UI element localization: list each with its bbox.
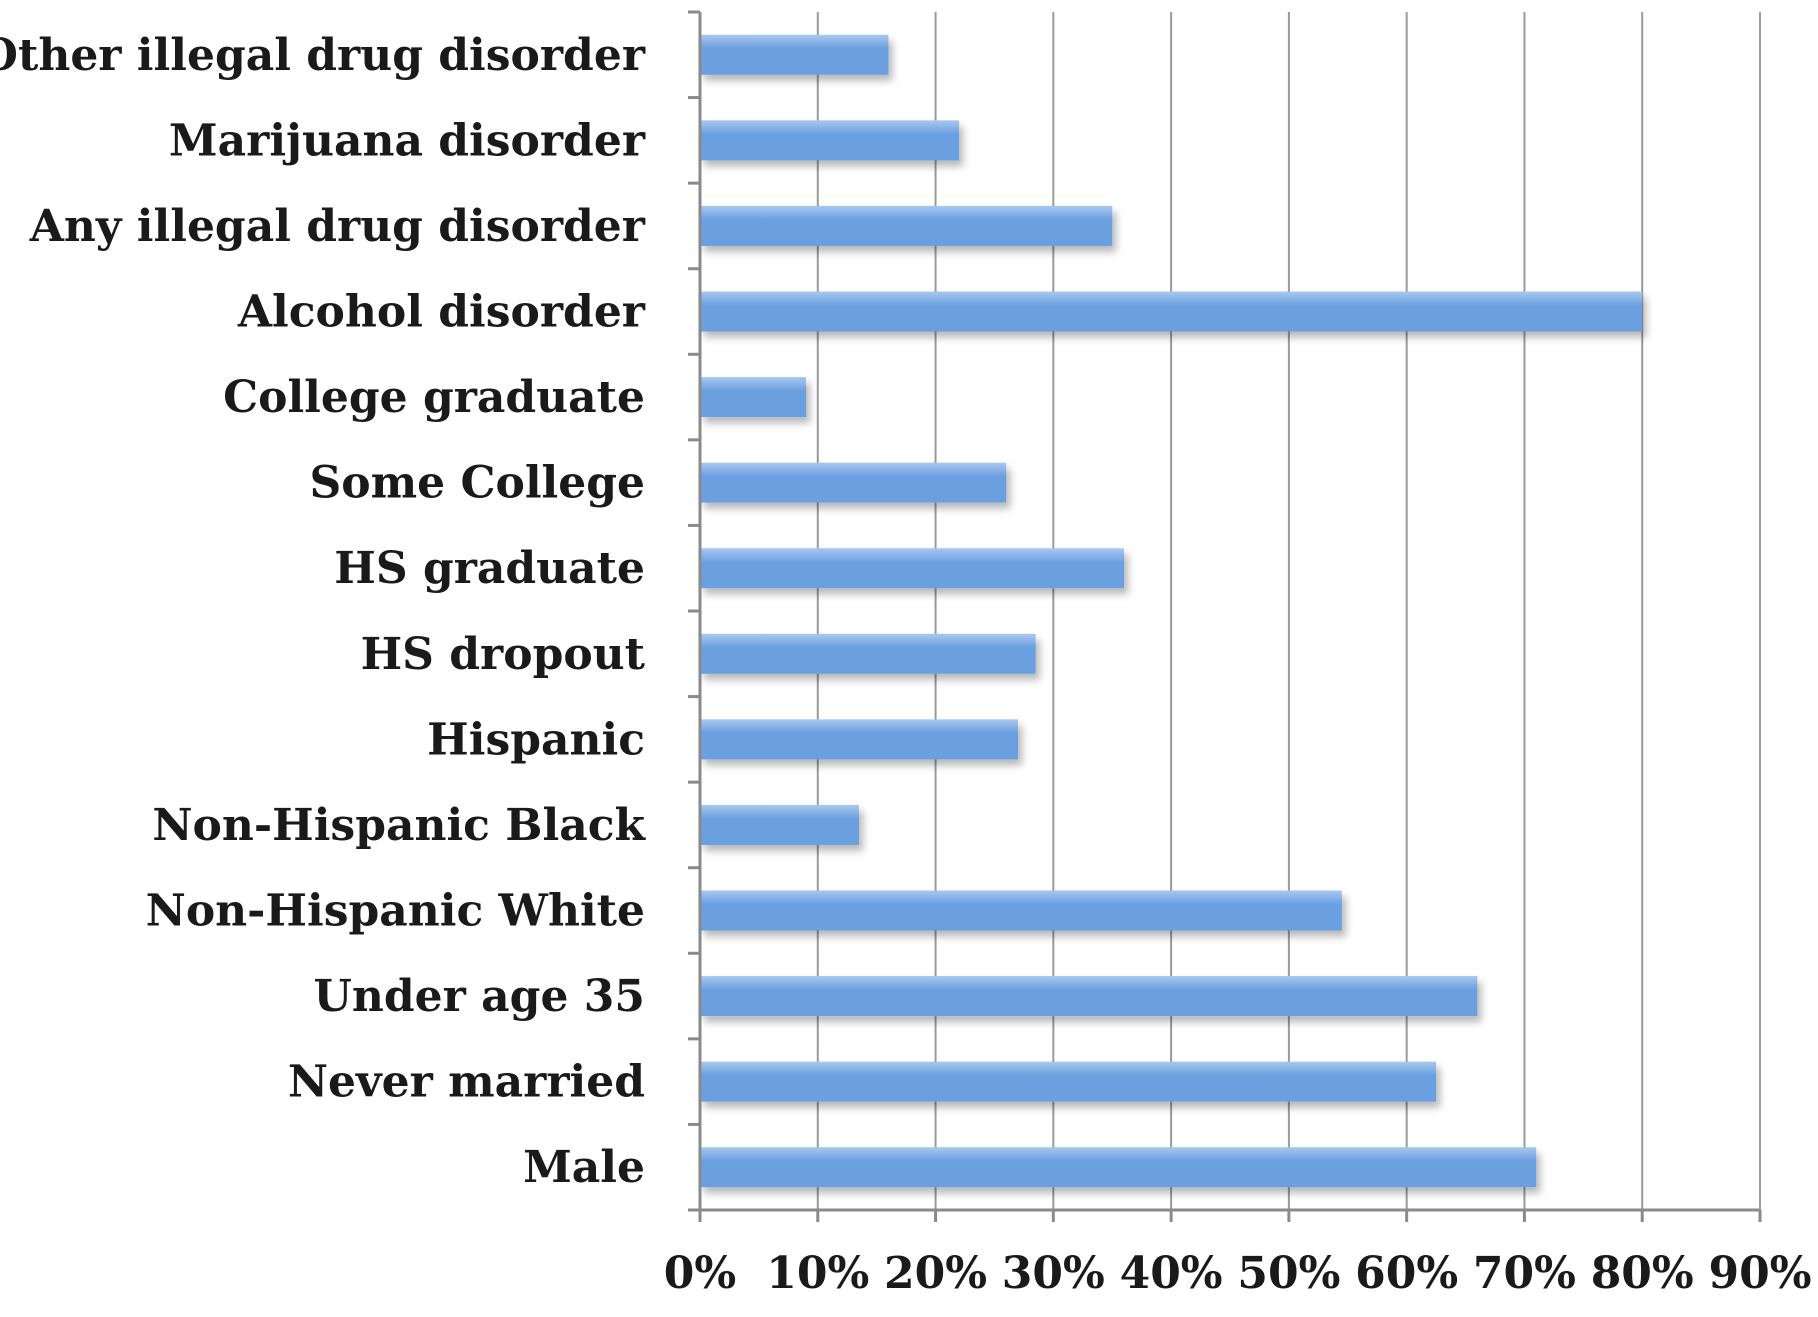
- bar: [700, 1147, 1537, 1188]
- category-label: HS dropout: [361, 629, 646, 680]
- category-label: College graduate: [223, 372, 645, 423]
- x-tick-label: 0%: [664, 1248, 736, 1299]
- bar: [700, 34, 889, 75]
- category-label: Alcohol disorder: [237, 287, 646, 338]
- category-label: Other illegal drug disorder: [0, 30, 646, 81]
- x-tick-label: 10%: [766, 1248, 869, 1299]
- bars: [700, 34, 1643, 1188]
- bar: [700, 633, 1036, 674]
- x-tick-label: 90%: [1708, 1248, 1811, 1299]
- x-tick-label: 60%: [1355, 1248, 1458, 1299]
- gridlines: [816, 12, 1761, 1210]
- bar: [700, 719, 1018, 760]
- x-tick-label: 80%: [1591, 1248, 1694, 1299]
- bar: [700, 1061, 1437, 1102]
- category-labels: Other illegal drug disorder Marijuana dis…: [0, 30, 647, 1193]
- category-label: Marijuana disorder: [169, 115, 646, 166]
- category-label: Non-Hispanic Black: [152, 800, 646, 851]
- bar: [700, 462, 1007, 503]
- category-label: Non-Hispanic White: [146, 886, 645, 937]
- x-tick-label: 70%: [1473, 1248, 1576, 1299]
- bar: [700, 548, 1124, 589]
- x-tick-labels: 0% 10% 20% 30% 40% 50% 60% 70% 80% 90%: [664, 1248, 1812, 1299]
- x-tick-label: 20%: [884, 1248, 987, 1299]
- bar: [700, 976, 1478, 1017]
- category-label: Male: [523, 1142, 645, 1193]
- category-label: Under age 35: [314, 971, 645, 1022]
- bar: [700, 804, 859, 845]
- category-label: Hispanic: [427, 714, 645, 765]
- x-tick-label: 40%: [1120, 1248, 1223, 1299]
- category-label: HS graduate: [334, 543, 645, 594]
- bar: [700, 890, 1342, 931]
- x-tick-label: 50%: [1237, 1248, 1340, 1299]
- category-label: Some College: [309, 458, 645, 509]
- category-label: Any illegal drug disorder: [29, 201, 646, 252]
- axes: [688, 10, 1762, 1222]
- category-label: Never married: [288, 1057, 645, 1108]
- x-tick-label: 30%: [1002, 1248, 1105, 1299]
- bar: [700, 377, 806, 418]
- bar: [700, 120, 960, 161]
- bar: [700, 205, 1113, 246]
- bar: [700, 291, 1643, 332]
